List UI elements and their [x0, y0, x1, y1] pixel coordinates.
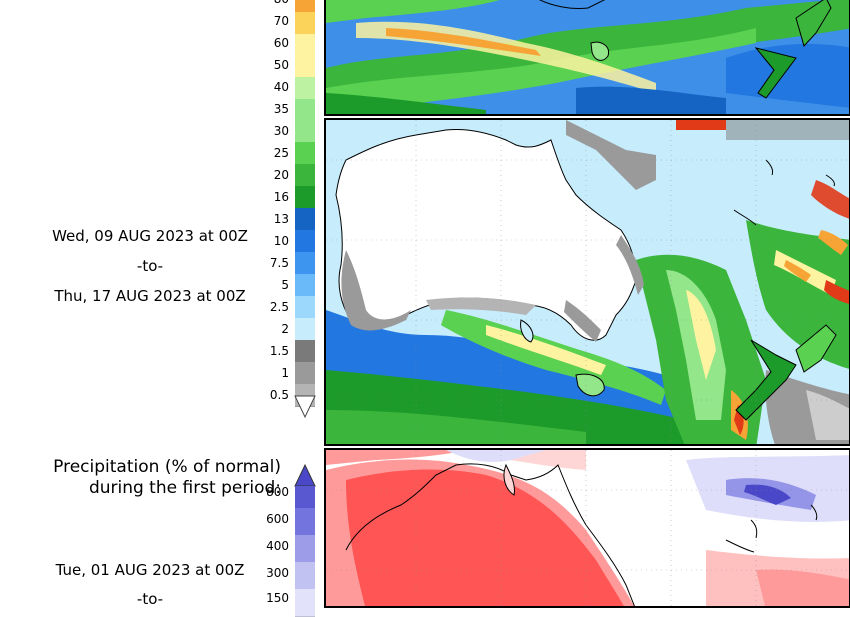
pct-normal-title-line1: Precipitation (% of normal): [53, 457, 281, 477]
legend-tick: 600: [266, 512, 289, 526]
legend-bar-top: [295, 0, 315, 122]
legend-tick: 2: [281, 322, 289, 336]
pct-normal-title: Precipitation (% of normal) during the f…: [0, 457, 281, 499]
legend-tick: 800: [266, 485, 289, 499]
legend-tick: 30: [273, 124, 289, 138]
legend-tick: 35: [273, 102, 289, 116]
period-start-date: Wed, 09 AUG 2023 at 00Z: [52, 227, 248, 245]
legend-arrow-up-icon: [294, 463, 316, 487]
legend-tick: 1.5: [269, 344, 289, 358]
legend-tick: 0.5: [269, 388, 289, 402]
legend-tick: 7.5: [269, 256, 289, 270]
legend-tick: 400: [266, 539, 289, 553]
legend-tick: 50: [273, 58, 289, 72]
legend-bar-precip: [295, 120, 315, 407]
legend-tick: 5: [281, 278, 289, 292]
legend-tick: 13: [273, 212, 289, 226]
legend-tick: 80: [249, 0, 289, 6]
legend-tick: 40: [273, 80, 289, 94]
legend-tick: 10: [273, 234, 289, 248]
period-end-date: Thu, 17 AUG 2023 at 00Z: [54, 287, 246, 305]
legend-tick: 16: [273, 190, 289, 204]
legend-tick: 60: [273, 36, 289, 50]
precip-map-previous: [324, 0, 850, 116]
precip-map-forecast: [324, 118, 850, 446]
legend-tick: 1: [281, 366, 289, 380]
pct-normal-title-line2: during the first period:: [88, 478, 281, 498]
first-period-separator: -to-: [136, 590, 164, 608]
legend-tick: 2.5: [269, 300, 289, 314]
period-separator: -to-: [136, 257, 164, 275]
legend-bar-pct: [295, 486, 315, 617]
legend-tick: 70: [273, 14, 289, 28]
legend-tick: 20: [273, 168, 289, 182]
legend-arrow-down-icon: [294, 395, 316, 419]
legend-tick: 300: [266, 566, 289, 580]
first-period-start-date: Tue, 01 AUG 2023 at 00Z: [55, 561, 245, 579]
legend-tick: 25: [273, 146, 289, 160]
pct-normal-map: [324, 448, 850, 608]
